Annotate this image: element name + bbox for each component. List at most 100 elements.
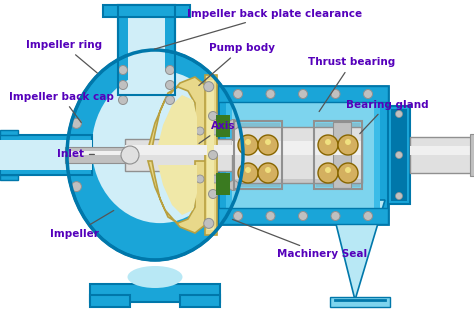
Circle shape bbox=[72, 182, 82, 192]
Text: Impeller: Impeller bbox=[50, 211, 114, 239]
Bar bbox=[232, 179, 362, 183]
Circle shape bbox=[118, 80, 128, 90]
Circle shape bbox=[121, 146, 139, 164]
Bar bbox=[232, 141, 362, 155]
Circle shape bbox=[364, 212, 373, 221]
Bar bbox=[410, 137, 474, 173]
Bar bbox=[391, 109, 407, 201]
Text: Impeller back plate clearance: Impeller back plate clearance bbox=[155, 9, 362, 49]
Bar bbox=[118, 5, 175, 95]
Circle shape bbox=[238, 163, 258, 183]
Polygon shape bbox=[330, 200, 385, 300]
Circle shape bbox=[118, 95, 128, 105]
Circle shape bbox=[209, 189, 218, 198]
Bar bbox=[333, 144, 351, 155]
Circle shape bbox=[118, 66, 128, 75]
Bar bbox=[218, 86, 388, 224]
Circle shape bbox=[266, 90, 275, 99]
Circle shape bbox=[318, 135, 338, 155]
Circle shape bbox=[258, 163, 278, 183]
Bar bbox=[0, 175, 18, 180]
Bar bbox=[216, 173, 230, 195]
Circle shape bbox=[211, 127, 219, 135]
Circle shape bbox=[238, 135, 258, 155]
Bar bbox=[234, 121, 282, 189]
Circle shape bbox=[338, 163, 358, 183]
Circle shape bbox=[345, 139, 351, 145]
Circle shape bbox=[196, 127, 204, 135]
Text: Impeller ring: Impeller ring bbox=[26, 40, 102, 73]
Circle shape bbox=[165, 95, 174, 105]
Bar bbox=[65, 147, 130, 163]
Bar bbox=[236, 123, 280, 187]
Circle shape bbox=[72, 118, 82, 129]
Circle shape bbox=[211, 175, 219, 183]
Bar bbox=[205, 75, 217, 235]
Text: Pump body: Pump body bbox=[199, 43, 274, 85]
Ellipse shape bbox=[92, 71, 228, 223]
Bar bbox=[333, 122, 351, 188]
Polygon shape bbox=[148, 77, 210, 149]
Bar bbox=[226, 94, 380, 216]
Circle shape bbox=[331, 212, 340, 221]
Bar bbox=[180, 295, 220, 307]
Bar bbox=[207, 80, 214, 230]
Text: Inlet: Inlet bbox=[57, 149, 94, 159]
Circle shape bbox=[209, 150, 218, 159]
Text: Machinery Seal: Machinery Seal bbox=[232, 219, 367, 259]
Circle shape bbox=[364, 90, 373, 99]
Circle shape bbox=[209, 111, 218, 120]
Circle shape bbox=[299, 90, 308, 99]
Circle shape bbox=[265, 167, 271, 173]
Bar bbox=[316, 123, 360, 187]
Bar bbox=[330, 297, 390, 307]
Bar bbox=[470, 134, 474, 176]
Circle shape bbox=[325, 167, 331, 173]
Bar bbox=[314, 121, 362, 189]
Bar bbox=[125, 145, 232, 155]
Text: Bearing gland: Bearing gland bbox=[346, 100, 428, 134]
Circle shape bbox=[395, 110, 402, 118]
Bar bbox=[216, 115, 230, 137]
Bar bbox=[410, 146, 474, 155]
Circle shape bbox=[165, 66, 174, 75]
Bar bbox=[118, 5, 175, 95]
Circle shape bbox=[228, 119, 238, 129]
Circle shape bbox=[331, 90, 340, 99]
Circle shape bbox=[266, 212, 275, 221]
Circle shape bbox=[325, 139, 331, 145]
Circle shape bbox=[258, 135, 278, 155]
Bar bbox=[90, 295, 130, 307]
Bar bbox=[0, 135, 92, 175]
Circle shape bbox=[228, 181, 238, 191]
Circle shape bbox=[299, 212, 308, 221]
Bar bbox=[125, 139, 232, 171]
Circle shape bbox=[234, 212, 243, 221]
Text: Impeller back cap: Impeller back cap bbox=[9, 92, 114, 123]
Bar bbox=[103, 5, 190, 17]
Polygon shape bbox=[158, 165, 197, 215]
Text: Thrust bearing: Thrust bearing bbox=[308, 57, 395, 112]
Circle shape bbox=[318, 163, 338, 183]
Polygon shape bbox=[158, 95, 197, 145]
Bar bbox=[232, 127, 362, 183]
Bar bbox=[218, 86, 388, 102]
Circle shape bbox=[395, 152, 402, 158]
Circle shape bbox=[204, 218, 214, 228]
Circle shape bbox=[345, 167, 351, 173]
Bar bbox=[232, 100, 374, 210]
Bar bbox=[218, 208, 388, 224]
Bar bbox=[388, 106, 410, 204]
Text: Axis: Axis bbox=[199, 121, 236, 144]
Bar bbox=[90, 284, 220, 302]
Bar bbox=[65, 151, 130, 155]
Circle shape bbox=[204, 82, 214, 92]
Circle shape bbox=[196, 175, 204, 183]
Circle shape bbox=[245, 167, 251, 173]
Circle shape bbox=[234, 90, 243, 99]
Circle shape bbox=[265, 139, 271, 145]
Ellipse shape bbox=[67, 50, 243, 260]
Bar bbox=[0, 130, 18, 135]
Circle shape bbox=[245, 139, 251, 145]
Circle shape bbox=[181, 126, 190, 135]
